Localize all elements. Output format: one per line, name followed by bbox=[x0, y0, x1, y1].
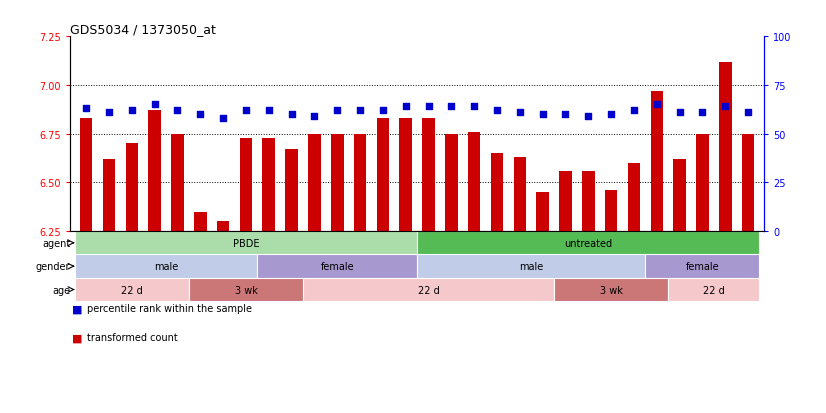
Bar bbox=[628, 164, 640, 232]
Text: ■: ■ bbox=[72, 304, 83, 313]
Point bbox=[399, 104, 412, 110]
Bar bbox=[651, 92, 663, 232]
Bar bbox=[80, 119, 93, 232]
Text: percentile rank within the sample: percentile rank within the sample bbox=[87, 304, 252, 313]
Point bbox=[171, 108, 184, 114]
Bar bbox=[536, 192, 549, 232]
Point bbox=[308, 114, 321, 120]
Bar bbox=[645, 255, 759, 278]
Text: ■: ■ bbox=[72, 332, 83, 342]
Bar bbox=[308, 134, 320, 232]
Text: transformed count: transformed count bbox=[87, 332, 178, 342]
Point bbox=[605, 112, 618, 118]
Bar bbox=[742, 134, 754, 232]
Bar bbox=[377, 119, 389, 232]
Point bbox=[673, 110, 686, 116]
Bar bbox=[417, 232, 759, 255]
Bar bbox=[582, 171, 595, 232]
Point bbox=[148, 102, 161, 109]
Text: age: age bbox=[52, 285, 70, 295]
Point bbox=[262, 108, 275, 114]
Bar bbox=[75, 232, 417, 255]
Bar bbox=[75, 255, 258, 278]
Text: untreated: untreated bbox=[564, 238, 612, 248]
Point bbox=[559, 112, 572, 118]
Point bbox=[650, 102, 663, 109]
Point bbox=[582, 114, 595, 120]
Text: 22 d: 22 d bbox=[418, 285, 439, 295]
Point bbox=[126, 108, 139, 114]
Bar bbox=[149, 111, 161, 232]
Point bbox=[468, 104, 481, 110]
Bar bbox=[445, 134, 458, 232]
Text: male: male bbox=[154, 261, 178, 271]
Bar bbox=[605, 191, 617, 232]
Bar bbox=[422, 119, 434, 232]
Bar bbox=[559, 171, 572, 232]
Point bbox=[513, 110, 526, 116]
Bar bbox=[514, 158, 526, 232]
Point bbox=[240, 108, 253, 114]
Bar bbox=[673, 159, 686, 232]
Point bbox=[491, 108, 504, 114]
Text: male: male bbox=[519, 261, 544, 271]
Text: female: female bbox=[686, 261, 719, 271]
Point bbox=[742, 110, 755, 116]
Point bbox=[536, 112, 549, 118]
Bar bbox=[417, 255, 645, 278]
Point bbox=[377, 108, 390, 114]
Point bbox=[628, 108, 641, 114]
Bar bbox=[719, 62, 732, 232]
Text: female: female bbox=[320, 261, 354, 271]
Bar bbox=[126, 144, 138, 232]
Bar bbox=[554, 278, 668, 301]
Point bbox=[719, 104, 732, 110]
Bar bbox=[696, 134, 709, 232]
Bar bbox=[75, 278, 189, 301]
Point bbox=[193, 112, 206, 118]
Bar bbox=[468, 133, 481, 232]
Bar bbox=[194, 212, 206, 232]
Bar bbox=[400, 119, 412, 232]
Bar bbox=[171, 134, 183, 232]
Text: gender: gender bbox=[36, 261, 70, 271]
Text: 22 d: 22 d bbox=[703, 285, 724, 295]
Text: agent: agent bbox=[42, 238, 70, 248]
Point bbox=[102, 110, 116, 116]
Text: 22 d: 22 d bbox=[121, 285, 143, 295]
Bar bbox=[668, 278, 759, 301]
Point bbox=[285, 112, 298, 118]
Point bbox=[422, 104, 435, 110]
Bar bbox=[240, 138, 252, 232]
Point bbox=[354, 108, 367, 114]
Bar bbox=[258, 255, 417, 278]
Text: 3 wk: 3 wk bbox=[600, 285, 623, 295]
Bar bbox=[491, 154, 503, 232]
Point bbox=[695, 110, 709, 116]
Bar bbox=[263, 138, 275, 232]
Bar bbox=[189, 278, 303, 301]
Bar bbox=[331, 134, 344, 232]
Bar bbox=[102, 159, 116, 232]
Bar bbox=[285, 150, 298, 232]
Text: 3 wk: 3 wk bbox=[235, 285, 258, 295]
Point bbox=[330, 108, 344, 114]
Point bbox=[79, 106, 93, 112]
Point bbox=[216, 116, 230, 122]
Bar bbox=[354, 134, 367, 232]
Bar bbox=[217, 222, 230, 232]
Point bbox=[444, 104, 458, 110]
Bar bbox=[303, 278, 554, 301]
Text: GDS5034 / 1373050_at: GDS5034 / 1373050_at bbox=[70, 23, 216, 36]
Text: PBDE: PBDE bbox=[233, 238, 259, 248]
